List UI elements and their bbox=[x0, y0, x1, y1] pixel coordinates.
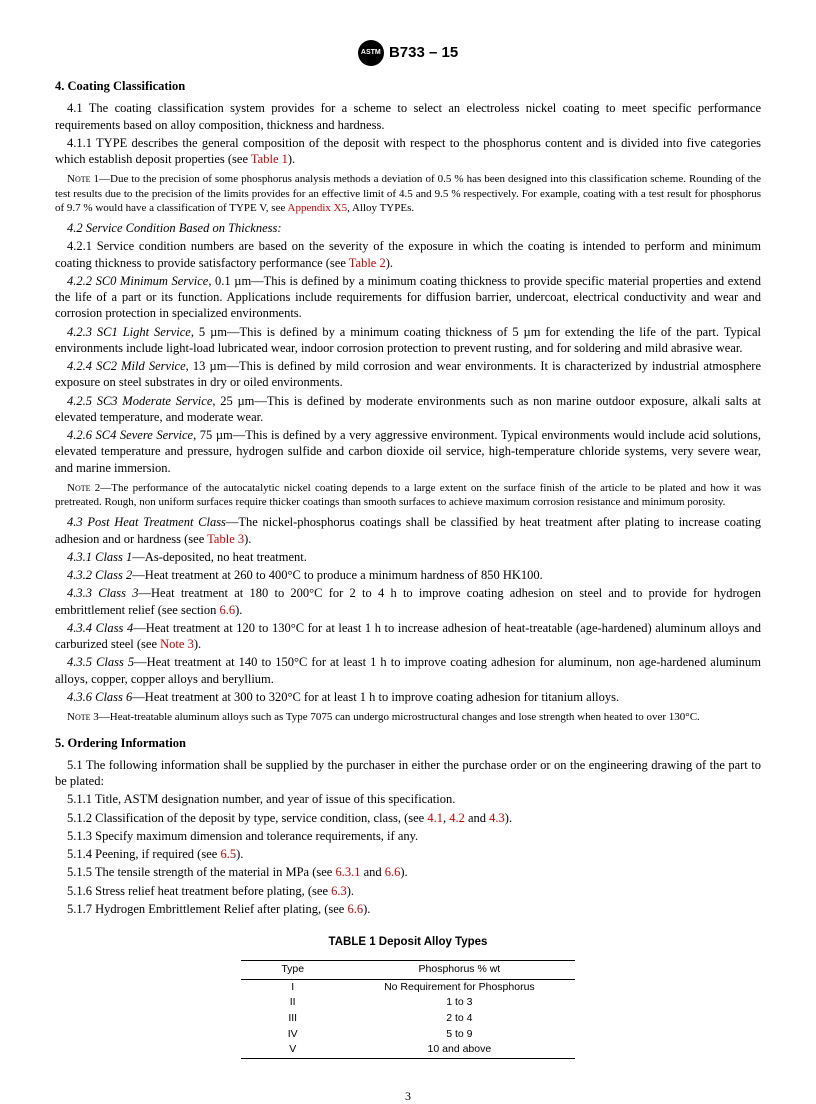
link-6-6b[interactable]: 6.6 bbox=[385, 865, 401, 879]
para-4-3-3: 4.3.3 Class 3—Heat treatment at 180 to 2… bbox=[55, 585, 761, 618]
para-5-1-3: 5.1.3 Specify maximum dimension and tole… bbox=[55, 828, 761, 844]
table-1-header-type: Type bbox=[241, 960, 344, 979]
table-1-caption: TABLE 1 Deposit Alloy Types bbox=[55, 935, 761, 950]
link-4-3[interactable]: 4.3 bbox=[489, 811, 505, 825]
para-4-2-3: 4.2.3 SC1 Light Service, 5 µm—This is de… bbox=[55, 324, 761, 357]
table-row: INo Requirement for Phosphorus bbox=[241, 979, 574, 995]
link-table-2[interactable]: Table 2 bbox=[349, 256, 386, 270]
link-6-3-1[interactable]: 6.3.1 bbox=[335, 865, 360, 879]
para-4-2-6: 4.2.6 SC4 Severe Service, 75 µm—This is … bbox=[55, 427, 761, 476]
link-6-6[interactable]: 6.6 bbox=[220, 603, 236, 617]
page-number: 3 bbox=[55, 1089, 761, 1104]
link-6-5[interactable]: 6.5 bbox=[220, 847, 236, 861]
link-table-1[interactable]: Table 1 bbox=[251, 152, 288, 166]
note-3: Note 3—Heat-treatable aluminum alloys su… bbox=[55, 710, 761, 724]
para-4-3-1: 4.3.1 Class 1—As-deposited, no heat trea… bbox=[55, 549, 761, 565]
para-5-1-4: 5.1.4 Peening, if required (see 6.5). bbox=[55, 846, 761, 862]
table-row: III2 to 4 bbox=[241, 1011, 574, 1027]
para-4-2-4: 4.2.4 SC2 Mild Service, 13 µm—This is de… bbox=[55, 358, 761, 391]
para-4-3: 4.3 Post Heat Treatment Class—The nickel… bbox=[55, 514, 761, 547]
para-4-3-5: 4.3.5 Class 5—Heat treatment at 140 to 1… bbox=[55, 654, 761, 687]
designation: B733 – 15 bbox=[389, 43, 458, 63]
note-3-label: Note 3 bbox=[67, 711, 99, 723]
link-6-3[interactable]: 6.3 bbox=[331, 884, 347, 898]
para-4-3-2: 4.3.2 Class 2—Heat treatment at 260 to 4… bbox=[55, 567, 761, 583]
note-2: Note 2—The performance of the autocataly… bbox=[55, 481, 761, 510]
para-4-1: 4.1 The coating classification system pr… bbox=[55, 100, 761, 133]
table-row: IV5 to 9 bbox=[241, 1027, 574, 1043]
para-4-2-1: 4.2.1 Service condition numbers are base… bbox=[55, 238, 761, 271]
link-note-3[interactable]: Note 3 bbox=[160, 637, 194, 651]
page-header: ASTM B733 – 15 bbox=[55, 40, 761, 66]
section-5-title: 5. Ordering Information bbox=[55, 735, 761, 751]
astm-logo-icon: ASTM bbox=[358, 40, 384, 66]
para-5-1-6: 5.1.6 Stress relief heat treatment befor… bbox=[55, 883, 761, 899]
note-2-label: Note 2 bbox=[67, 482, 100, 494]
para-4-1-1: 4.1.1 TYPE describes the general composi… bbox=[55, 135, 761, 168]
section-4-title: 4. Coating Classification bbox=[55, 78, 761, 94]
para-5-1-1: 5.1.1 Title, ASTM designation number, an… bbox=[55, 791, 761, 807]
link-4-1[interactable]: 4.1 bbox=[427, 811, 443, 825]
table-1: Type Phosphorus % wt INo Requirement for… bbox=[241, 960, 574, 1059]
para-5-1-7: 5.1.7 Hydrogen Embrittlement Relief afte… bbox=[55, 901, 761, 917]
para-4-3-6: 4.3.6 Class 6—Heat treatment at 300 to 3… bbox=[55, 689, 761, 705]
link-4-2[interactable]: 4.2 bbox=[449, 811, 465, 825]
table-1-header-phos: Phosphorus % wt bbox=[344, 960, 575, 979]
para-4-2-5: 4.2.5 SC3 Moderate Service, 25 µm—This i… bbox=[55, 393, 761, 426]
para-5-1-2: 5.1.2 Classification of the deposit by t… bbox=[55, 810, 761, 826]
link-6-6c[interactable]: 6.6 bbox=[347, 902, 363, 916]
note-1: Note 1—Due to the precision of some phos… bbox=[55, 172, 761, 215]
link-table-3[interactable]: Table 3 bbox=[207, 532, 244, 546]
para-5-1-5: 5.1.5 The tensile strength of the materi… bbox=[55, 864, 761, 880]
para-4-3-4: 4.3.4 Class 4—Heat treatment at 120 to 1… bbox=[55, 620, 761, 653]
para-4-2: 4.2 Service Condition Based on Thickness… bbox=[55, 220, 761, 236]
note-1-label: Note 1 bbox=[67, 173, 99, 185]
link-appendix-x5[interactable]: Appendix X5 bbox=[288, 202, 348, 214]
para-4-2-2: 4.2.2 SC0 Minimum Service, 0.1 µm—This i… bbox=[55, 273, 761, 322]
para-5-1: 5.1 The following information shall be s… bbox=[55, 757, 761, 790]
table-row: II1 to 3 bbox=[241, 995, 574, 1011]
